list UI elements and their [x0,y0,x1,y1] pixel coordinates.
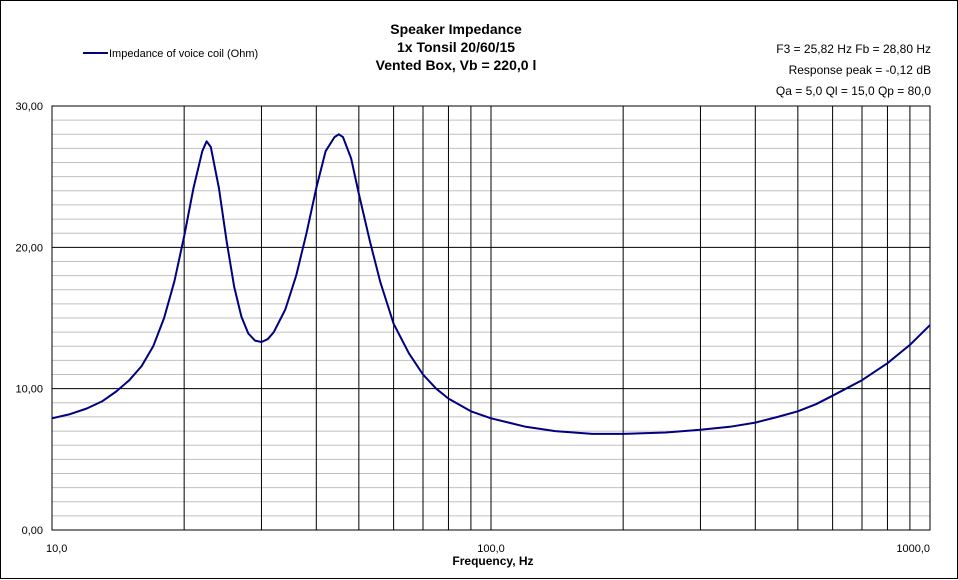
y-tick-label: 30,00 [15,101,43,113]
vertical-gridlines [51,106,931,530]
x-tick-label: 1000,0 [896,543,930,555]
y-tick-label: 0,00 [22,525,43,537]
y-tick-label: 20,00 [15,242,43,254]
chart-title-line-1: Speaker Impedance [390,21,522,37]
y-tick-label: 10,00 [15,384,43,396]
x-tick-label: 10,0 [46,543,67,555]
chart-title-line-3: Vented Box, Vb = 220,0 l [376,57,537,73]
chart-title-line-2: 1x Tonsil 20/60/15 [397,39,515,55]
impedance-curve [51,133,931,435]
plot-border [51,105,931,531]
x-axis-label: Frequency, Hz [452,554,533,568]
x-axis-tick-labels: 10,0 100,0 1000,0 [46,543,930,555]
legend-entry: Impedance of voice coil (Ohm) [109,48,258,60]
annotation-f3-fb: F3 = 25,82 Hz Fb = 28,80 Hz [776,42,931,56]
annotation-response-peak: Response peak = -0,12 dB [789,63,931,77]
annotation-q-values: Qa = 5,0 Ql = 15,0 Qp = 80,0 [776,84,931,98]
x-tick-label: 100,0 [477,543,505,555]
y-axis-tick-labels: 0,00 10,00 20,00 30,00 [15,101,43,537]
